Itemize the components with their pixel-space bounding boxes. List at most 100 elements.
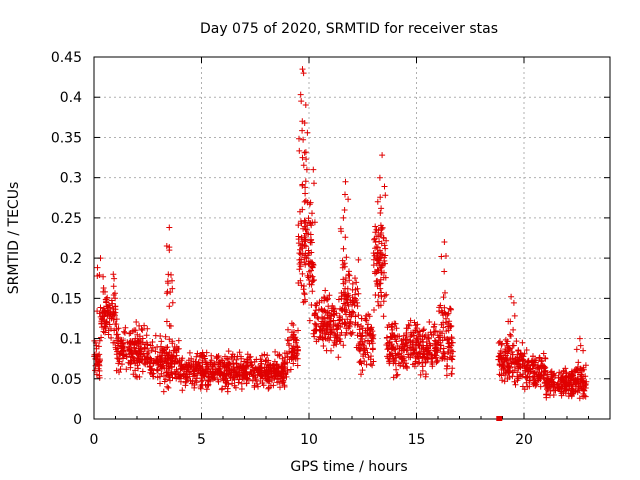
data-point <box>136 322 143 329</box>
data-point <box>311 219 318 226</box>
data-point <box>306 260 313 267</box>
data-point <box>558 392 565 399</box>
data-point <box>164 369 171 375</box>
data-point <box>502 346 509 353</box>
data-point <box>306 281 313 288</box>
data-point <box>556 369 563 376</box>
data-point <box>163 290 170 297</box>
data-point <box>342 191 348 198</box>
data-point <box>102 329 108 336</box>
data-point <box>108 325 114 332</box>
data-point <box>299 181 306 188</box>
data-point <box>255 383 261 390</box>
data-point <box>139 327 146 334</box>
data-point <box>271 358 278 365</box>
data-point <box>136 373 143 380</box>
data-point <box>302 190 309 197</box>
data-point <box>94 264 101 271</box>
data-point <box>191 367 198 374</box>
data-point <box>182 382 189 389</box>
data-point <box>101 323 108 330</box>
data-point <box>509 342 516 349</box>
data-point <box>93 371 100 378</box>
data-point <box>531 380 538 387</box>
data-point <box>311 327 318 334</box>
data-point <box>358 371 364 378</box>
data-point <box>386 358 393 365</box>
data-point <box>359 332 366 339</box>
data-point <box>198 378 205 385</box>
data-point <box>401 347 408 354</box>
data-point <box>145 349 152 355</box>
data-point <box>310 262 317 268</box>
data-point <box>122 329 128 336</box>
data-point <box>363 361 370 368</box>
data-point <box>284 353 291 360</box>
data-point <box>189 378 196 385</box>
data-point <box>397 362 404 369</box>
data-point <box>412 358 419 365</box>
data-point <box>272 348 279 355</box>
data-point <box>265 378 272 385</box>
data-point <box>333 326 340 333</box>
data-point <box>377 210 384 216</box>
data-point <box>340 214 347 221</box>
data-point <box>506 374 513 381</box>
data-point <box>299 66 306 73</box>
data-point <box>445 336 452 343</box>
data-point <box>415 355 422 362</box>
data-point <box>223 355 230 362</box>
data-point <box>279 355 286 362</box>
data-point <box>304 129 311 136</box>
data-point <box>320 343 327 349</box>
data-point <box>302 197 309 204</box>
data-point <box>203 386 210 393</box>
data-point <box>184 366 190 373</box>
data-point <box>339 264 346 271</box>
data-point <box>579 379 586 386</box>
data-point <box>378 289 385 296</box>
data-point <box>301 198 308 205</box>
data-point <box>295 327 301 334</box>
data-point <box>441 334 448 341</box>
data-point <box>320 308 327 315</box>
data-point <box>307 199 314 206</box>
axis-ticks <box>93 56 610 420</box>
data-point <box>175 337 182 344</box>
data-point <box>350 299 357 306</box>
data-point <box>446 318 453 325</box>
data-point <box>299 270 306 277</box>
data-point <box>374 250 381 257</box>
data-point <box>96 272 103 278</box>
data-point <box>556 384 563 390</box>
data-point <box>338 329 345 336</box>
data-point <box>382 245 389 252</box>
data-point <box>409 341 416 348</box>
data-point <box>301 283 307 289</box>
data-point <box>166 303 173 310</box>
data-point <box>373 226 380 233</box>
data-point <box>121 328 127 335</box>
data-point <box>523 347 530 353</box>
data-point <box>285 340 292 347</box>
data-point <box>257 367 264 374</box>
data-point <box>378 269 385 276</box>
data-point <box>566 380 573 387</box>
data-point <box>412 327 419 334</box>
data-point <box>337 338 344 345</box>
data-point <box>191 384 198 391</box>
data-point <box>303 156 310 163</box>
data-point <box>305 215 312 222</box>
data-point <box>577 371 583 378</box>
data-point <box>507 331 513 338</box>
data-point <box>223 380 230 387</box>
x-tick-label: 20 <box>515 432 533 448</box>
data-point <box>377 285 384 292</box>
data-point <box>374 198 381 205</box>
data-point <box>426 319 433 325</box>
data-point <box>276 351 283 358</box>
data-point <box>309 264 316 271</box>
data-point <box>576 395 583 402</box>
data-point <box>301 291 308 298</box>
data-point <box>244 357 251 363</box>
